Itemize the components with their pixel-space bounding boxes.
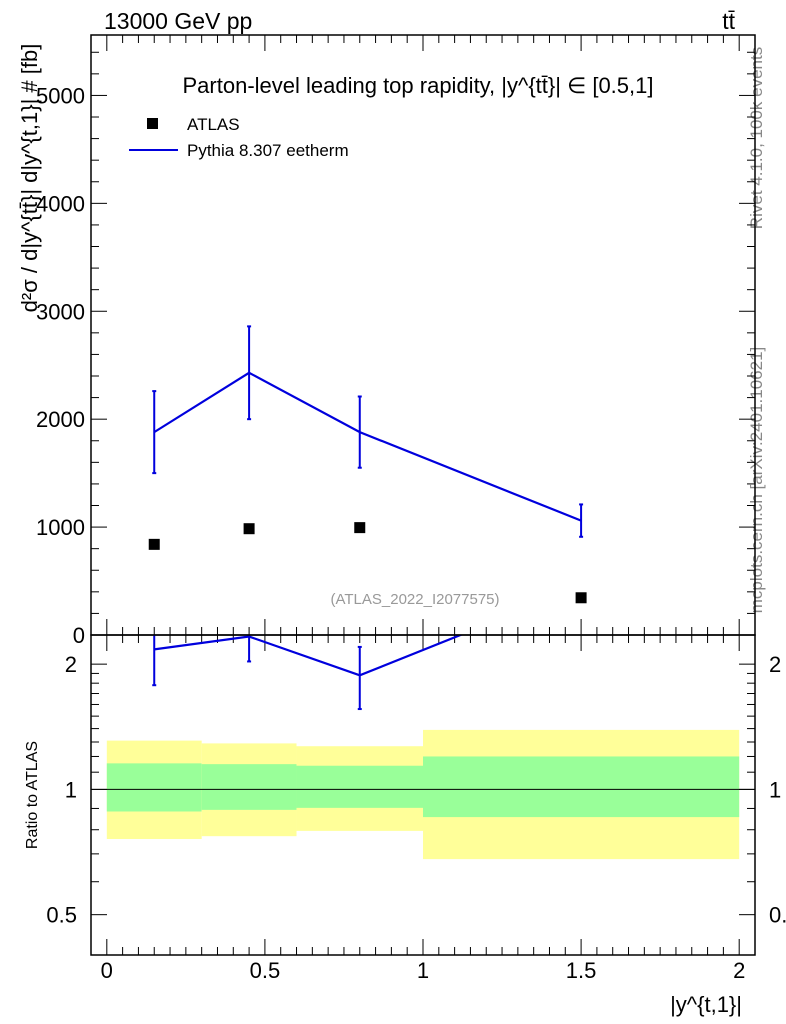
ratio-xtick-label: 0 bbox=[101, 958, 113, 983]
main-ytick-labels: 0 1000 2000 3000 4000 5000 bbox=[36, 83, 85, 648]
main-ytick-label: 2000 bbox=[36, 407, 85, 432]
ratio-uncertainty-bands bbox=[106, 729, 740, 860]
ratio-xtick-label: 1.5 bbox=[566, 958, 597, 983]
ratio-ytick-label-right: 2 bbox=[769, 652, 781, 677]
ratio-band-inner bbox=[296, 765, 423, 808]
ratio-band-inner bbox=[423, 756, 740, 818]
pythia-line bbox=[153, 371, 582, 522]
main-ytick-label: 0 bbox=[73, 623, 85, 648]
main-axis-ticks bbox=[90, 35, 755, 636]
ratio-pythia-line bbox=[154, 635, 464, 677]
ratio-y-axis-label: Ratio to ATLAS bbox=[24, 741, 41, 849]
main-data-layer bbox=[148, 325, 587, 604]
main-plot-title: Parton-level leading top rapidity, |y^{t… bbox=[183, 73, 654, 98]
main-ytick-label: 3000 bbox=[36, 299, 85, 324]
process-label: tt̄ bbox=[722, 8, 735, 34]
main-ytick-label: 5000 bbox=[36, 83, 85, 108]
energy-label: 13000 GeV pp bbox=[104, 8, 252, 34]
ratio-ytick-label-left: 2 bbox=[65, 652, 77, 677]
ratio-xtick-label: 2 bbox=[733, 958, 745, 983]
legend: ATLAS Pythia 8.307 eetherm bbox=[129, 115, 349, 160]
ratio-data-layer bbox=[152, 635, 464, 711]
ratio-band-inner bbox=[106, 763, 202, 812]
main-ytick-label: 4000 bbox=[36, 191, 85, 216]
atlas-data-point bbox=[148, 538, 160, 550]
ratio-ytick-label-right: 1 bbox=[769, 777, 781, 802]
legend-label-pythia: Pythia 8.307 eetherm bbox=[187, 141, 349, 160]
ratio-ytick-label-left: 0.5 bbox=[46, 903, 77, 928]
ratio-ytick-label-right: 0.5 bbox=[769, 903, 786, 928]
ratio-ytick-label-left: 1 bbox=[65, 777, 77, 802]
legend-label-atlas: ATLAS bbox=[187, 115, 240, 134]
ratio-xtick-label: 0.5 bbox=[250, 958, 281, 983]
atlas-data-point bbox=[354, 522, 366, 534]
atlas-data-point bbox=[575, 592, 587, 604]
rivet-label: Rivet 4.1.0, 100k events bbox=[747, 47, 766, 229]
legend-marker-atlas bbox=[147, 118, 158, 129]
reference-label: (ATLAS_2022_I2077575) bbox=[330, 591, 499, 608]
main-ytick-label: 1000 bbox=[36, 515, 85, 540]
ratio-band-inner bbox=[201, 764, 297, 810]
ratio-plot-frame bbox=[90, 634, 756, 956]
ratio-xtick-label: 1 bbox=[417, 958, 429, 983]
ratio-tick-labels: 0 0.5 1 1.5 2 0.5 0.5 1 1 2 2 bbox=[46, 652, 786, 983]
main-y-axis-label: d²σ / d|y^{tt̄}| d|y^{t,1}| # [fb] bbox=[17, 44, 42, 313]
atlas-data-point bbox=[243, 523, 255, 535]
x-axis-label: |y^{t,1}| bbox=[670, 992, 742, 1017]
mcplots-label: mcplots.cern.ch [arXiv:2401.10621] bbox=[747, 347, 766, 613]
